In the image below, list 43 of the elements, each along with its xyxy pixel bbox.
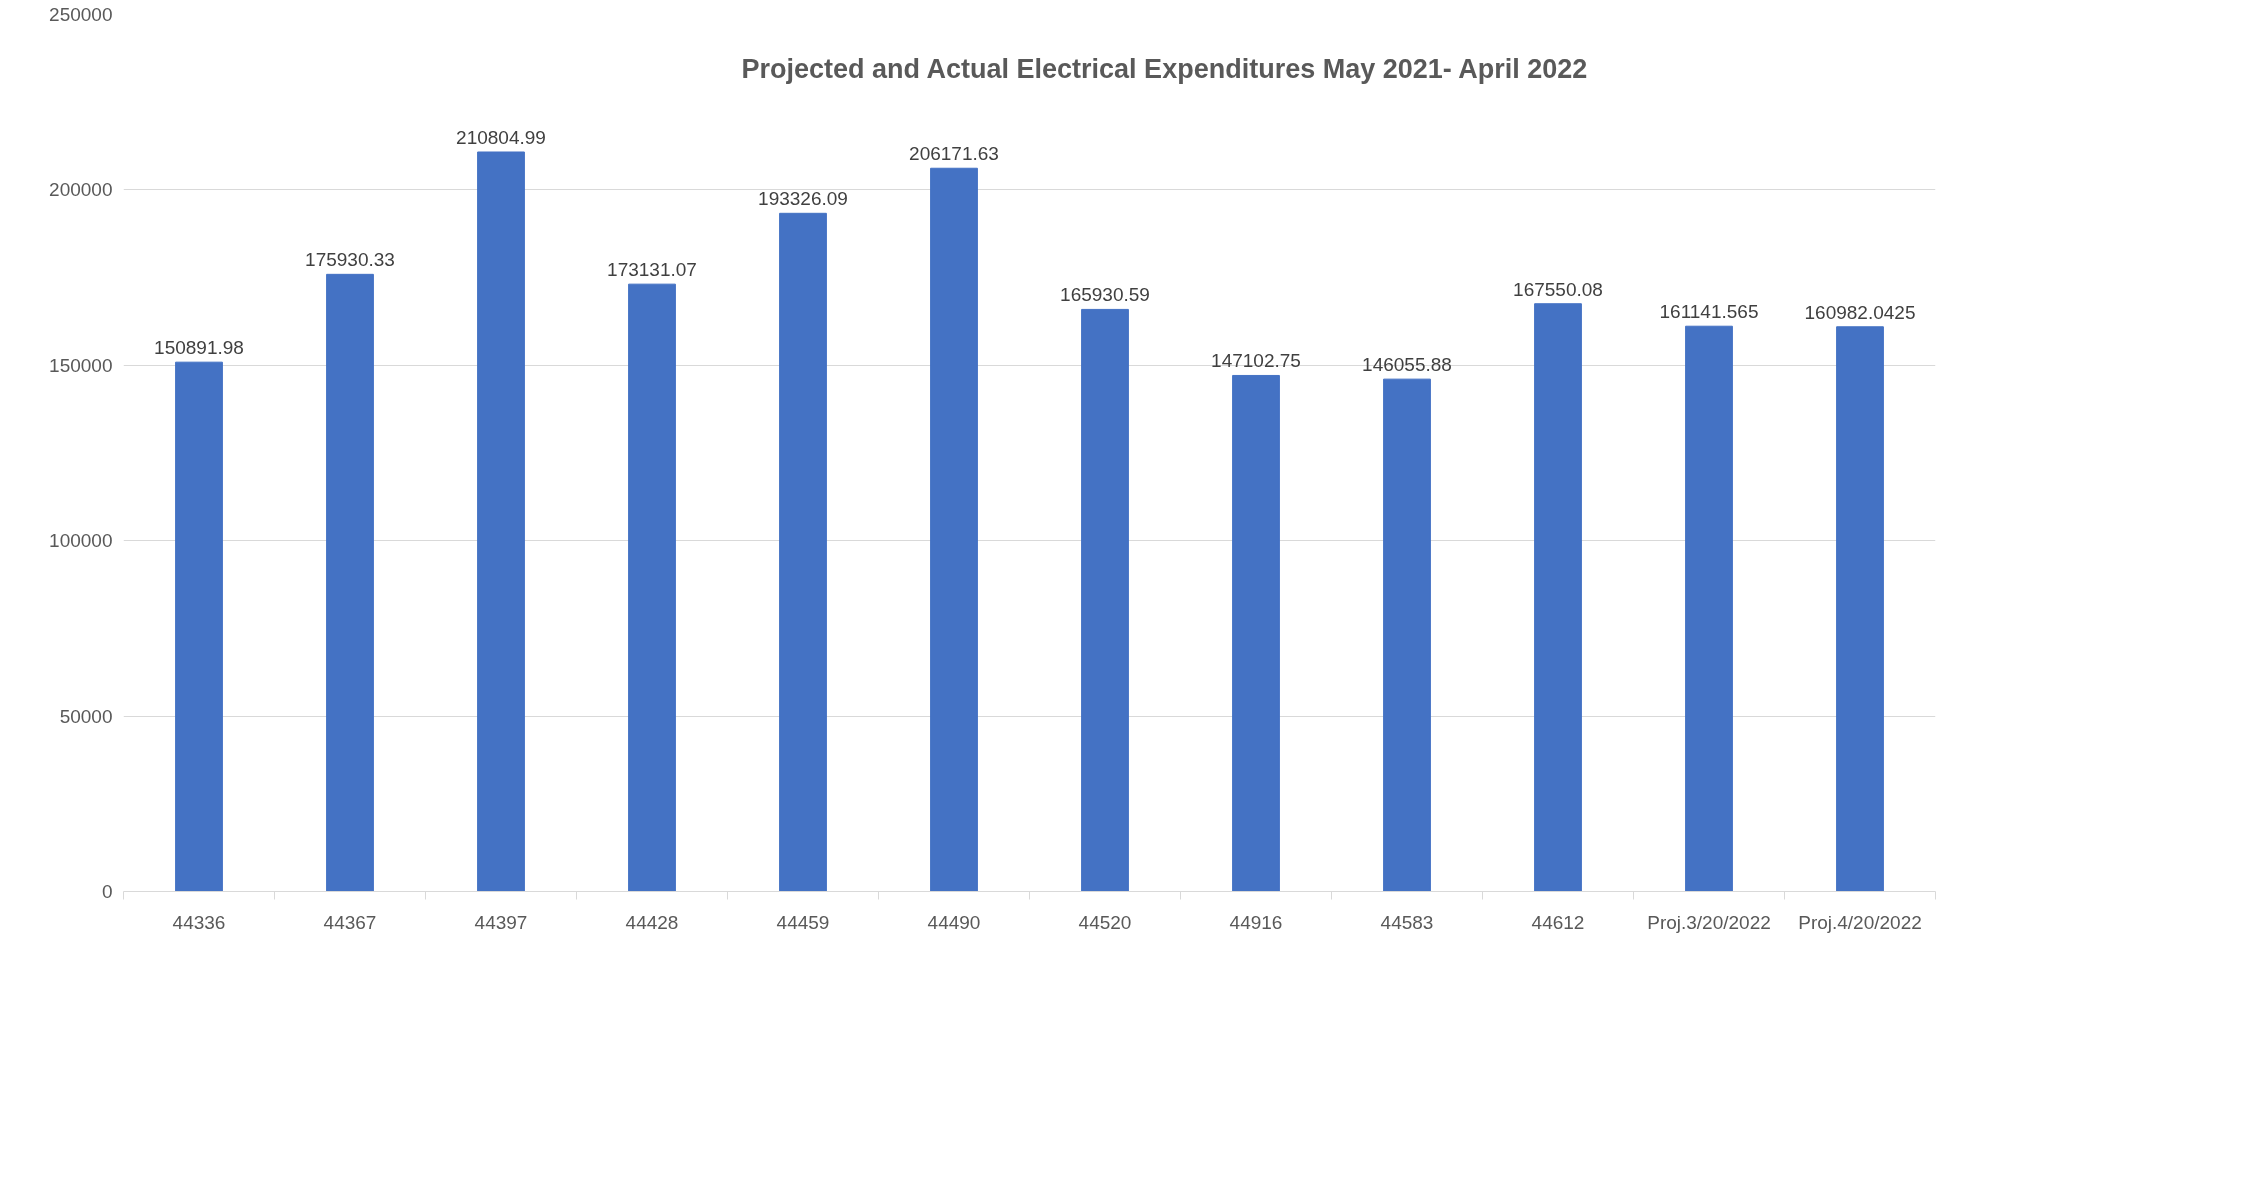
bar	[1534, 303, 1582, 892]
data-label: 193326.09	[758, 188, 848, 210]
y-tick-label: 100000	[49, 530, 113, 552]
y-tick-label: 0	[101, 881, 113, 902]
data-label: 160982.0425	[1804, 301, 1916, 323]
x-tick-label: 44916	[1229, 911, 1283, 933]
x-tick-label: 44336	[172, 911, 226, 933]
bar	[1383, 378, 1431, 892]
x-tick-label: 44397	[474, 911, 528, 933]
y-tick-label: 150000	[49, 354, 113, 376]
data-label: 146055.88	[1362, 354, 1452, 376]
data-label: 210804.99	[456, 127, 546, 148]
bar	[175, 361, 223, 892]
x-tick-label: 44583	[1380, 911, 1434, 933]
y-tick-label: 200000	[49, 179, 113, 201]
bar	[326, 273, 374, 892]
data-label: 161141.565	[1659, 301, 1759, 323]
bar	[1685, 325, 1733, 892]
y-tick-label: 250000	[49, 4, 113, 25]
data-label: 165930.59	[1060, 284, 1150, 306]
bar	[477, 151, 525, 892]
bar	[1836, 326, 1884, 892]
y-tick-label: 50000	[59, 705, 113, 727]
data-label: 175930.33	[305, 249, 395, 271]
data-label: 206171.63	[909, 143, 999, 165]
bar	[628, 283, 676, 892]
x-tick-label: 44428	[625, 911, 679, 933]
bar	[930, 167, 978, 892]
text: Projected and Actual Electrical Expenditures May 2021- April 2022	[741, 53, 1588, 84]
x-tick-label: 44612	[1531, 911, 1585, 933]
x-tick-label: 44459	[776, 911, 830, 933]
bar	[779, 212, 827, 892]
data-label: 167550.08	[1513, 278, 1603, 300]
x-tick-label: 44520	[1078, 911, 1132, 933]
bar	[1232, 374, 1280, 892]
x-tick-label: Proj.4/20/2022	[1798, 911, 1922, 933]
bar	[1081, 308, 1129, 892]
x-tick-label: Proj.3/20/2022	[1647, 911, 1771, 933]
x-tick-label: 44367	[323, 911, 377, 933]
data-label: 150891.98	[154, 337, 244, 359]
x-tick-label: 44490	[927, 911, 981, 933]
data-label: 173131.07	[607, 259, 697, 281]
data-label: 147102.75	[1211, 350, 1301, 372]
